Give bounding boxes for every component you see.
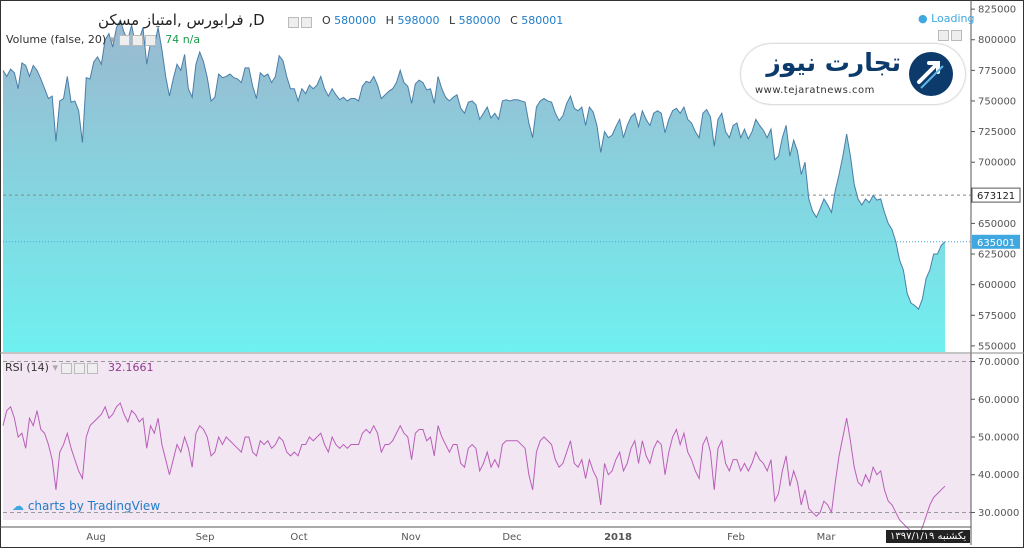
rsi-tick-label: 70.0000: [978, 357, 1019, 368]
volume-value: 74: [165, 33, 180, 46]
rsi-tick-label: 50.0000: [978, 433, 1019, 444]
tradingview-attribution-text: charts by TradingView: [27, 499, 161, 513]
pane-controls: [938, 28, 964, 41]
volume-settings-button[interactable]: [131, 34, 143, 46]
rsi-legend: RSI (14) ▾ 32.1661: [5, 361, 153, 374]
price-badge-label: 673121: [977, 191, 1015, 202]
volume-menu-chevron-icon[interactable]: ▾: [109, 33, 116, 46]
time-tick-label: Aug: [86, 532, 106, 543]
price-area: [3, 20, 945, 352]
time-tick-label: Dec: [502, 532, 521, 543]
ohlc-low-key: L: [448, 14, 456, 27]
volume-close-button[interactable]: [144, 34, 156, 46]
rsi-axis-ticks: 30.0000 40.0000 50.0000 60.0000 70.0000: [971, 357, 1019, 519]
rsi-tick-label: 30.0000: [978, 508, 1019, 519]
ohlc-values: O 580000 H 598000 L 580000 C 580001: [322, 14, 563, 27]
loading-text: Loading: [931, 12, 975, 25]
symbol-title: فرابورس ,امتیاز مسکن ,D: [98, 11, 265, 29]
ohlc-open-key: O: [322, 14, 331, 27]
ohlc-close-value: 580001: [521, 14, 564, 27]
rsi-settings-button[interactable]: [74, 362, 86, 374]
price-axis-ticks: 5500005750006000006250006500006750007000…: [971, 5, 1016, 352]
price-badge-box: [971, 187, 1021, 203]
legend-visibility-button[interactable]: [288, 16, 299, 28]
crosshair-date-badge: یکشنبه ۱۳۹۷/۱/۱۹: [886, 530, 971, 543]
price-guide-lines: [3, 194, 971, 243]
volume-label: Volume (false, 20): [6, 33, 107, 46]
price-tick-label: 625000: [978, 250, 1016, 261]
ohlc-low-value: 580000: [458, 14, 501, 27]
price-tick-label: 775000: [978, 66, 1016, 77]
tejaratnews-logo-icon: [909, 52, 953, 96]
rsi-close-button[interactable]: [87, 362, 99, 374]
time-tick-label: Sep: [196, 532, 215, 543]
rsi-line: [2, 402, 946, 536]
rsi-tick-label: 60.0000: [978, 395, 1019, 406]
brand-site-url: www.tejaratnews.com: [755, 85, 875, 96]
rsi-menu-chevron-icon[interactable]: ▾: [52, 361, 58, 374]
price-tick-label: 575000: [978, 311, 1016, 322]
legend-buttons: [288, 15, 314, 28]
time-tick-label: Oct: [290, 532, 307, 543]
price-badge-label: 635001: [977, 238, 1015, 249]
price-tick-label: 600000: [978, 280, 1016, 291]
price-tick-label: 725000: [978, 127, 1016, 138]
time-tick-label: Nov: [401, 532, 421, 543]
price-badges: 673121 635001: [971, 187, 1021, 249]
time-axis-ticks: Aug Sep Oct Nov Dec 2018 Feb Mar: [86, 532, 836, 543]
loading-indicator: ● Loading: [918, 12, 975, 25]
time-tick-label: Mar: [817, 532, 837, 543]
price-tick-label: 800000: [978, 35, 1016, 46]
rsi-visibility-button[interactable]: [61, 362, 73, 374]
price-badge-box: [972, 234, 1020, 249]
ohlc-close-key: C: [510, 14, 518, 27]
volume-na-value: n/a: [182, 33, 201, 46]
price-tick-label: 750000: [978, 96, 1016, 107]
price-tick-label: 550000: [978, 341, 1016, 352]
price-tick-label: 825000: [978, 5, 1016, 16]
volume-visibility-button[interactable]: [118, 34, 130, 46]
price-tick-label: 650000: [978, 219, 1016, 230]
rsi-tick-label: 40.0000: [978, 470, 1019, 481]
price-line: [2, 18, 946, 311]
loading-dot-icon: ●: [918, 12, 928, 25]
legend-settings-button[interactable]: [301, 16, 312, 28]
rsi-value: 32.1661: [107, 361, 154, 374]
time-tick-label: 2018: [604, 532, 632, 543]
tradingview-attribution[interactable]: ☁ charts by TradingView: [12, 499, 160, 513]
cloud-icon: ☁: [12, 499, 24, 513]
rsi-guide-lines: [3, 361, 971, 513]
ohlc-high-value: 598000: [397, 14, 440, 27]
pane-down-button[interactable]: [951, 29, 962, 41]
time-tick-label: Feb: [727, 532, 745, 543]
pane-up-button[interactable]: [938, 29, 949, 41]
volume-legend: Volume (false, 20) ▾ 74 n/a: [6, 33, 200, 46]
tejaratnews-watermark: تجارت نیوز www.tejaratnews.com: [741, 44, 965, 104]
rsi-pane-background: [3, 354, 971, 520]
rsi-label: RSI (14): [5, 361, 49, 374]
brand-name-fa: تجارت نیوز: [766, 48, 901, 77]
ohlc-open-value: 580000: [334, 14, 377, 27]
ohlc-high-key: H: [385, 14, 394, 27]
price-tick-label: 700000: [978, 158, 1016, 169]
